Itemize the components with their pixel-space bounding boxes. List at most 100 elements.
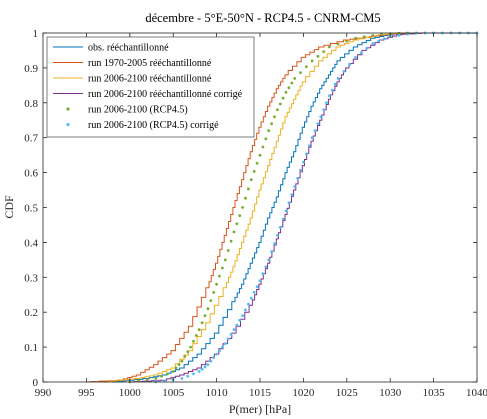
y-axis-ticks: 0 0.1 0.2 0.3 0.4 0.5 0.6 0.7 0.8 0.9 1 [24,28,477,389]
series-point-4 [287,86,291,90]
series-point-5 [316,122,320,126]
series-point-4 [371,34,375,37]
x-tick-label: 990 [35,387,52,399]
series-point-5 [333,82,337,86]
series-point-5 [302,160,305,164]
series-point-4 [310,59,314,63]
series-point-5 [287,201,291,205]
series-line-2 [103,32,477,383]
series-point-4 [258,153,262,157]
series-point-4 [354,36,357,40]
legend-label-5: run 2006-2100 (RCP4.5) corrigé [88,120,219,131]
series-point-4 [241,206,245,209]
y-tick-label: 0.1 [24,342,38,354]
series-point-5 [223,342,227,345]
series-point-5 [235,323,239,327]
series-point-5 [293,185,297,189]
series-point-4 [247,187,250,191]
series-point-4 [299,71,302,74]
series-point-4 [235,222,239,226]
series-point-4 [186,350,190,354]
series-point-5 [322,108,326,112]
series-point-5 [232,328,236,331]
series-point-5 [247,302,250,306]
series-point-4 [209,299,213,302]
series-point-5 [365,46,369,50]
series-point-4 [194,334,198,337]
x-tick-label: 1025 [336,387,359,399]
series-point-5 [290,193,294,197]
legend-label-1: run 1970-2005 rééchantillonné [88,58,212,69]
series-point-5 [313,129,317,133]
series-point-4 [255,161,259,165]
legend-swatch-5 [66,122,70,127]
series-point-4 [270,122,273,126]
series-point-5 [255,285,259,288]
series-point-5 [336,77,340,80]
series-point-5 [281,217,285,221]
series-point-4 [328,45,331,49]
series-point-5 [371,42,375,45]
series-point-5 [270,250,273,254]
series-point-5 [342,70,346,73]
x-tick-label: 1020 [292,387,315,399]
series-point-4 [249,178,253,182]
series-point-4 [177,363,181,366]
series-point-5 [267,258,271,262]
series-point-5 [383,37,386,41]
series-point-5 [252,291,256,294]
series-point-4 [174,366,178,370]
series-point-5 [354,56,357,59]
series-line-1 [86,32,477,383]
series-point-4 [322,50,326,53]
y-tick-label: 0.5 [24,203,38,215]
x-axis-title: P(mer) [hPa] [229,402,291,416]
series-line-3 [129,32,477,383]
series-point-5 [249,296,253,300]
legend-swatch-4 [66,107,70,111]
series-point-5 [212,356,216,359]
series-point-4 [293,77,297,80]
x-axis-ticks: 990 995 1000 1005 1010 1015 1020 1025 1030 1035 10… [35,33,487,399]
x-tick-label: 1000 [119,387,142,399]
y-tick-label: 0.9 [24,63,38,75]
series-point-4 [276,108,279,112]
series-point-5 [328,94,331,98]
series-point-5 [180,377,184,380]
series-point-4 [221,266,224,270]
y-tick-label: 1 [33,28,39,40]
series-point-4 [218,274,221,278]
series-point-5 [261,272,265,276]
x-tick-label: 995 [78,387,95,399]
legend-box [46,36,255,138]
x-tick-label: 1040 [466,387,487,399]
series-point-4 [304,65,308,69]
legend-label-2: run 2006-2100 rééchantillonné [88,74,212,85]
series-point-4 [171,370,175,373]
series-point-4 [215,282,219,286]
series-point-5 [197,370,201,373]
y-tick-label: 0.2 [24,307,38,319]
series-point-5 [307,144,311,148]
series-point-4 [284,90,288,94]
series-point-5 [397,33,401,37]
series-point-4 [252,170,256,173]
series-point-4 [154,377,158,380]
series-point-5 [226,337,230,341]
series-point-4 [232,230,236,234]
series-point-4 [200,321,204,325]
series-point-4 [180,359,184,363]
series-point-5 [276,234,279,237]
series-point-5 [296,177,299,180]
series-point-4 [189,345,193,349]
series-point-4 [206,307,210,311]
series-point-4 [226,249,230,252]
x-tick-label: 1035 [423,387,446,399]
series-point-4 [137,379,140,383]
series-point-4 [273,115,276,119]
series-point-5 [406,32,409,36]
series-point-4 [183,355,187,358]
legend-label-0: obs. rééchantillonné [88,43,169,54]
y-tick-label: 0.8 [24,98,38,110]
y-tick-label: 0.7 [24,133,38,145]
